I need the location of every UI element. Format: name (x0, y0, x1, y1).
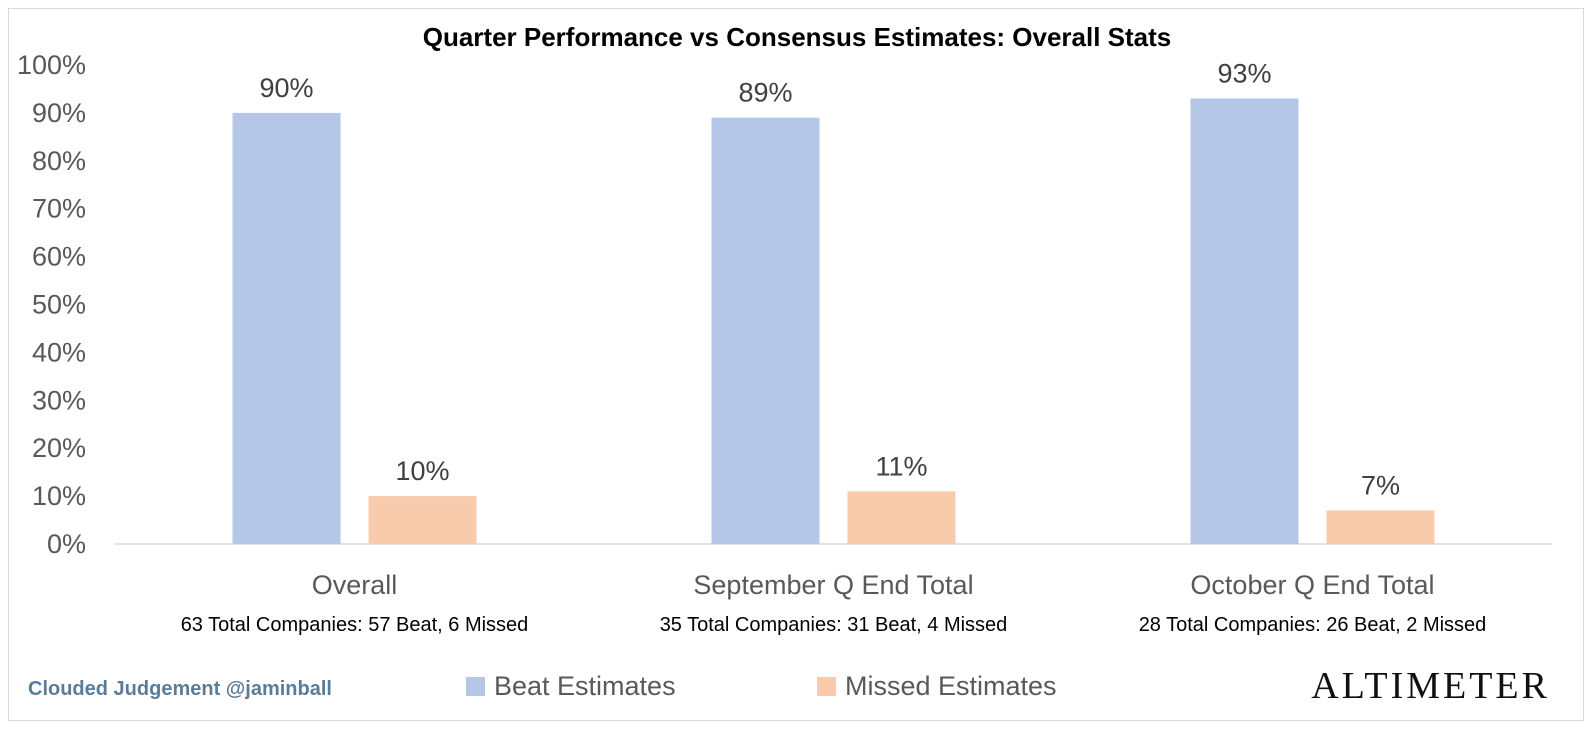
legend-swatch-beat (466, 677, 485, 696)
bar-missed (847, 491, 956, 544)
y-tick-label: 80% (32, 146, 86, 176)
x-category-subtitle: 35 Total Companies: 31 Beat, 4 Missed (660, 614, 1008, 636)
data-label: 10% (395, 456, 449, 486)
x-category-label: Overall (312, 570, 398, 600)
y-tick-label: 30% (32, 385, 86, 415)
data-label: 90% (259, 73, 313, 103)
data-label: 11% (875, 451, 927, 481)
x-category-subtitle: 28 Total Companies: 26 Beat, 2 Missed (1139, 614, 1487, 636)
legend-item-missed: Missed Estimates (817, 671, 1057, 702)
y-tick-label: 20% (32, 433, 86, 463)
data-label: 7% (1361, 470, 1400, 500)
legend-item-beat: Beat Estimates (466, 671, 676, 702)
y-tick-label: 100% (17, 50, 86, 80)
y-tick-label: 90% (32, 98, 86, 128)
legend-label-missed: Missed Estimates (845, 671, 1057, 701)
bar-missed (1326, 510, 1435, 544)
chart-title: Quarter Performance vs Consensus Estimat… (422, 22, 1172, 52)
x-category-label: October Q End Total (1190, 570, 1434, 600)
bar-beat (711, 117, 820, 544)
altimeter-logo: ALTIMETER (1311, 665, 1550, 707)
y-tick-label: 0% (47, 529, 86, 559)
data-label: 93% (1217, 59, 1271, 89)
bar-beat (232, 112, 341, 545)
bar-beat (1190, 98, 1299, 544)
chart-frame (8, 8, 1584, 721)
y-tick-label: 70% (32, 194, 86, 224)
y-tick-label: 50% (32, 290, 86, 320)
bar-missed (368, 496, 477, 544)
x-category-subtitle: 63 Total Companies: 57 Beat, 6 Missed (181, 614, 529, 636)
x-category-label: September Q End Total (693, 570, 973, 600)
legend-swatch-missed (817, 677, 836, 696)
legend-label-beat: Beat Estimates (494, 671, 676, 701)
credit-text: Clouded Judgement @jaminball (28, 678, 332, 700)
y-tick-label: 40% (32, 337, 86, 367)
y-tick-label: 60% (32, 242, 86, 272)
data-label: 89% (738, 78, 792, 108)
y-tick-label: 10% (32, 481, 86, 511)
